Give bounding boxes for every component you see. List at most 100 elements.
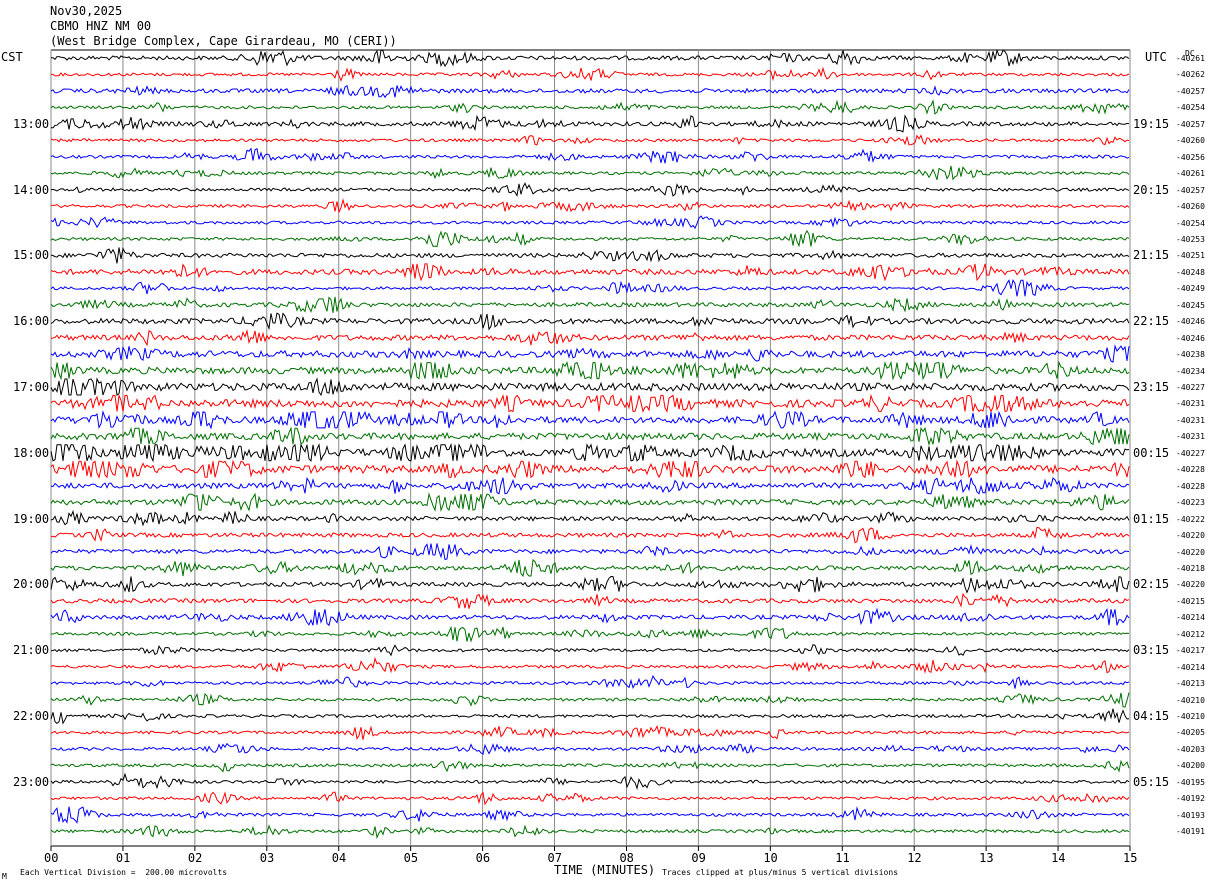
trace-14	[50, 263, 1130, 282]
dc-offset-label: -40261	[1176, 54, 1205, 63]
x-tick-label-00: 00	[44, 851, 59, 865]
trace-31	[50, 543, 1130, 561]
x-tick-label-08: 08	[619, 851, 634, 865]
dc-offset-label: -40245	[1176, 300, 1205, 310]
dc-offset-label: -40246	[1176, 317, 1205, 327]
trace-41	[50, 708, 1130, 725]
trace-26	[50, 459, 1130, 479]
x-tick-label-11: 11	[835, 851, 850, 865]
dc-offset-label: -40254	[1176, 218, 1205, 228]
trace-8	[50, 165, 1130, 181]
dc-offset-label: -40238	[1176, 350, 1205, 360]
dc-offset-label: -40257	[1176, 119, 1205, 129]
trace-20	[50, 360, 1130, 381]
dc-offset-label: -40223	[1176, 498, 1205, 508]
dc-offset-label: -40228	[1176, 481, 1205, 491]
dc-offset-label: -40217	[1176, 646, 1205, 656]
dc-offset-label: -40205	[1176, 728, 1205, 738]
trace-42	[50, 724, 1130, 740]
right-hour-label: 03:15	[1133, 643, 1170, 658]
right-hour-label: 05:15	[1133, 774, 1170, 789]
left-hour-label: 22:00	[13, 709, 50, 723]
right-hour-label: 21:15	[1133, 248, 1170, 263]
left-hour-label: 19:00	[13, 511, 50, 526]
left-timezone-label: CST	[1, 50, 23, 64]
trace-47	[50, 806, 1130, 824]
dc-offset-label: -40212	[1176, 629, 1205, 639]
trace-45	[50, 772, 1130, 791]
x-tick-label-12: 12	[907, 851, 922, 865]
trace-34	[50, 592, 1130, 609]
trace-6	[50, 134, 1130, 146]
trace-32	[50, 559, 1130, 578]
x-tick-label-15: 15	[1123, 851, 1138, 865]
dc-offset-label: -40257	[1176, 86, 1205, 96]
dc-offset-label: -40195	[1176, 777, 1205, 787]
trace-12	[50, 229, 1130, 248]
dc-offset-label: -40213	[1176, 679, 1205, 689]
left-hour-label: 14:00	[13, 182, 50, 197]
trace-28	[50, 492, 1130, 513]
dc-offset-label: -40257	[1176, 185, 1205, 195]
trace-9	[50, 182, 1130, 198]
right-hour-label: 02:15	[1133, 577, 1170, 592]
trace-38	[50, 656, 1129, 674]
x-tick-label-04: 04	[331, 851, 347, 865]
x-tick-label-01: 01	[115, 851, 131, 865]
seismic-traces	[50, 48, 1130, 840]
right-hour-label: 20:15	[1133, 182, 1170, 197]
dc-header-label: DC	[1185, 49, 1195, 58]
trace-19	[50, 344, 1130, 363]
dc-offset-label: -40227	[1176, 448, 1205, 458]
dc-offset-label: -40253	[1176, 234, 1205, 244]
x-tick-label-13: 13	[979, 851, 994, 865]
trace-3	[50, 85, 1130, 99]
x-tick-label-10: 10	[763, 851, 778, 865]
trace-18	[50, 329, 1130, 347]
header-date: Nov30,2025	[50, 4, 123, 18]
trace-5	[50, 114, 1130, 133]
trace-1	[51, 48, 1130, 68]
right-hour-label: 23:15	[1133, 380, 1170, 394]
dc-offset-label: -40191	[1176, 827, 1205, 837]
dc-offset-label: -40193	[1176, 810, 1205, 820]
right-hour-label: 04:15	[1133, 709, 1170, 723]
trace-24	[50, 426, 1130, 447]
x-tick-label-07: 07	[547, 851, 562, 865]
trace-33	[50, 575, 1130, 594]
right-hour-label: 22:15	[1133, 314, 1170, 329]
trace-29	[50, 509, 1130, 527]
trace-37	[50, 644, 1130, 657]
trace-25	[50, 442, 1130, 463]
trace-15	[50, 279, 1130, 297]
dc-offset-label: -40220	[1176, 580, 1205, 590]
trace-23	[50, 409, 1130, 430]
x-tick-label-05: 05	[403, 851, 419, 865]
x-tick-label-09: 09	[691, 851, 706, 865]
left-hour-label: 16:00	[13, 314, 50, 329]
dc-offset-label: -40251	[1176, 251, 1205, 261]
dc-offset-label: -40248	[1176, 267, 1205, 277]
scale-note: Each Vertical Division = 200.00 microvol…	[20, 868, 228, 877]
header-location: (West Bridge Complex, Cape Girardeau, MO…	[50, 34, 397, 48]
minute-gridlines	[50, 49, 1131, 851]
dc-offset-label: -40227	[1176, 383, 1205, 392]
header-station: CBMO HNZ NM 00	[50, 19, 152, 33]
trace-13	[50, 246, 1130, 264]
trace-11	[50, 215, 1130, 230]
x-tick-label-03: 03	[259, 851, 275, 865]
trace-44	[50, 759, 1130, 773]
clip-note: Traces clipped at plus/minus 5 vertical …	[662, 868, 899, 877]
right-hour-label: 00:15	[1133, 445, 1170, 460]
trace-21	[50, 377, 1130, 397]
trace-7	[50, 147, 1130, 164]
dc-offset-label: -40210	[1176, 695, 1205, 705]
dc-offset-label: -40246	[1176, 333, 1205, 343]
trace-40	[50, 692, 1130, 708]
dc-offset-label: -40192	[1176, 794, 1205, 804]
trace-35	[50, 607, 1130, 627]
dc-offset-label: -40256	[1176, 152, 1205, 162]
dc-offset-label: -40220	[1176, 547, 1205, 557]
dc-offset-label: -40214	[1176, 613, 1205, 623]
